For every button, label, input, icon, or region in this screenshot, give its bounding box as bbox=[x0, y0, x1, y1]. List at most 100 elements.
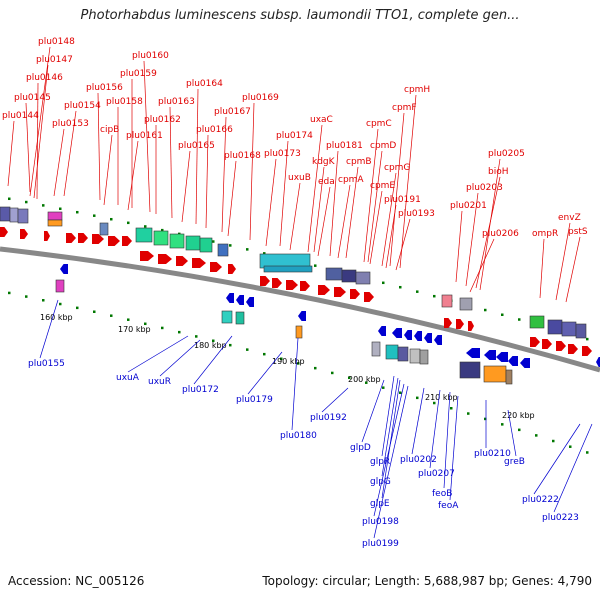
feature-block bbox=[341, 269, 357, 283]
forward-gene-label: plu0145 bbox=[14, 93, 51, 103]
reverse-gene-label: glpR bbox=[370, 457, 390, 467]
scale-tick-lower bbox=[229, 343, 232, 347]
reverse-gene-leader bbox=[429, 389, 441, 469]
forward-gene-label: uxaC bbox=[310, 115, 333, 125]
forward-gene-leader bbox=[345, 166, 359, 259]
reverse-gene-label: plu0207 bbox=[418, 469, 455, 479]
forward-gene-label: cpmC bbox=[366, 119, 392, 129]
scale-tick-lower bbox=[212, 339, 215, 343]
reverse-gene-arrow bbox=[466, 348, 480, 358]
reverse-gene-label: feoA bbox=[438, 501, 459, 511]
feature-block bbox=[409, 348, 421, 364]
forward-gene-leader bbox=[127, 140, 139, 211]
scale-tick-upper bbox=[59, 207, 62, 211]
feature-block bbox=[17, 208, 29, 224]
forward-gene-arrow bbox=[228, 264, 236, 274]
scale-tick-upper bbox=[416, 290, 419, 293]
forward-gene-label: plu0201 bbox=[450, 201, 487, 211]
forward-gene-label: plu0167 bbox=[214, 107, 251, 117]
feature-block bbox=[561, 321, 577, 337]
feature-block bbox=[505, 369, 513, 385]
reverse-gene-label: uxuA bbox=[116, 373, 140, 383]
scale-tick-lower bbox=[501, 423, 504, 426]
forward-gene-arrow bbox=[192, 258, 206, 268]
forward-gene-leader bbox=[455, 210, 463, 283]
reverse-gene-leader bbox=[507, 409, 517, 457]
forward-gene-arrow bbox=[272, 278, 282, 288]
scale-tick-upper bbox=[42, 204, 45, 207]
forward-gene-leader bbox=[399, 94, 417, 269]
forward-gene-leader bbox=[279, 140, 289, 247]
reverse-gene-leader bbox=[443, 391, 451, 489]
scale-tick-upper bbox=[212, 240, 215, 243]
feature-block bbox=[135, 227, 153, 243]
scale-tick-lower bbox=[314, 366, 317, 370]
forward-gene-leader bbox=[565, 236, 581, 303]
reverse-gene-leader bbox=[449, 395, 459, 501]
forward-gene-leader bbox=[337, 184, 351, 259]
forward-gene-label: envZ bbox=[558, 213, 581, 223]
scale-tick-upper bbox=[8, 197, 11, 201]
forward-gene-label: plu0147 bbox=[36, 55, 73, 65]
reverse-gene-label: plu0199 bbox=[362, 539, 399, 549]
reverse-gene-arrow bbox=[404, 330, 412, 340]
feature-block bbox=[0, 206, 11, 222]
forward-gene-label: plu0161 bbox=[126, 131, 163, 141]
reverse-gene-leader bbox=[553, 423, 593, 513]
forward-gene-arrow bbox=[210, 262, 222, 272]
forward-gene-arrow bbox=[78, 233, 88, 243]
reverse-gene-leader bbox=[411, 387, 425, 455]
scale-tick-lower bbox=[484, 417, 487, 421]
scale-tick-lower bbox=[450, 407, 453, 410]
forward-gene-label: pstS bbox=[568, 227, 588, 237]
forward-gene-label: plu0160 bbox=[132, 51, 169, 61]
reverse-gene-label: plu0192 bbox=[310, 413, 347, 423]
feature-block bbox=[263, 265, 313, 273]
reverse-gene-leader bbox=[361, 379, 385, 443]
reverse-gene-leader bbox=[533, 423, 581, 495]
forward-gene-leader bbox=[265, 158, 277, 247]
forward-gene-leader bbox=[97, 92, 101, 201]
reverse-gene-leader bbox=[127, 335, 189, 373]
reverse-gene-label: glpE bbox=[370, 499, 390, 509]
feature-block bbox=[47, 219, 63, 227]
scale-tick-upper bbox=[144, 225, 147, 228]
scale-tick-lower bbox=[331, 371, 334, 375]
forward-gene-leader bbox=[465, 192, 479, 287]
forward-gene-label: cpmH bbox=[404, 85, 430, 95]
reverse-gene-label: plu0202 bbox=[400, 455, 437, 465]
scale-label: 210 kbp bbox=[425, 393, 458, 402]
reverse-gene-label: plu0155 bbox=[28, 359, 65, 369]
reverse-gene-leader bbox=[381, 375, 395, 457]
reverse-gene-label: feoB bbox=[432, 489, 452, 499]
forward-gene-leader bbox=[143, 60, 151, 213]
scale-tick-lower bbox=[161, 326, 164, 330]
forward-gene-arrow bbox=[318, 285, 330, 295]
scale-tick-lower bbox=[8, 291, 11, 295]
scale-tick-lower bbox=[518, 428, 521, 432]
reverse-gene-label: glpG bbox=[370, 477, 391, 487]
scale-tick-upper bbox=[484, 308, 487, 312]
scale-tick-lower bbox=[348, 376, 351, 380]
reverse-gene-arrow bbox=[496, 352, 508, 362]
forward-gene-leader bbox=[369, 190, 383, 265]
reverse-gene-arrow bbox=[434, 335, 442, 345]
reverse-gene-leader bbox=[291, 337, 299, 431]
feature-block bbox=[483, 365, 507, 383]
forward-gene-arrow bbox=[444, 318, 452, 328]
forward-gene-label: plu0168 bbox=[224, 151, 261, 161]
forward-gene-leader bbox=[313, 166, 325, 253]
forward-gene-label: plu0156 bbox=[86, 83, 123, 93]
scale-tick-upper bbox=[93, 214, 96, 217]
forward-gene-arrow bbox=[108, 236, 120, 246]
forward-gene-leader bbox=[317, 186, 331, 257]
reverse-gene-arrow bbox=[392, 328, 402, 338]
forward-gene-leader bbox=[195, 88, 199, 225]
forward-gene-leader bbox=[25, 102, 31, 193]
scale-tick-lower bbox=[552, 439, 555, 443]
feature-block bbox=[47, 211, 63, 221]
forward-gene-label: plu0162 bbox=[144, 115, 181, 125]
reverse-gene-label: plu0210 bbox=[474, 449, 511, 459]
forward-gene-arrow bbox=[122, 236, 132, 246]
